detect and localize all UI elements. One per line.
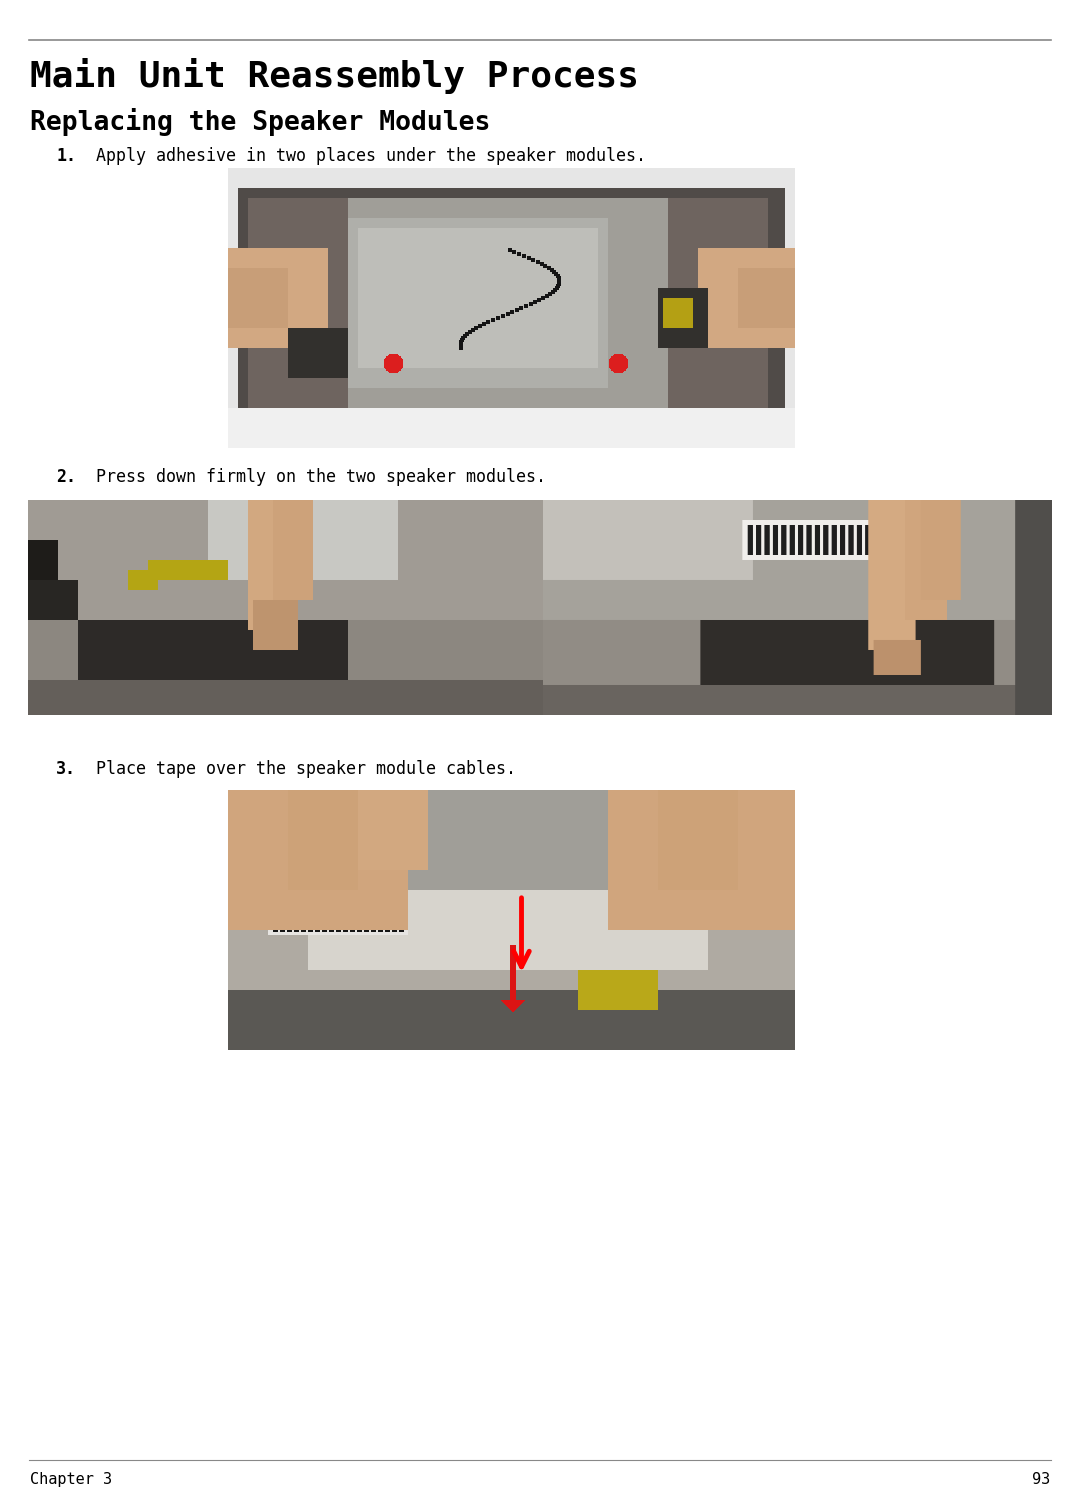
Text: 2.: 2.	[56, 469, 76, 485]
Text: Main Unit Reassembly Process: Main Unit Reassembly Process	[30, 57, 639, 94]
Text: Apply adhesive in two places under the speaker modules.: Apply adhesive in two places under the s…	[96, 147, 646, 165]
Text: 93: 93	[1031, 1473, 1050, 1486]
Text: Place tape over the speaker module cables.: Place tape over the speaker module cable…	[96, 761, 516, 779]
Text: Press down firmly on the two speaker modules.: Press down firmly on the two speaker mod…	[96, 469, 546, 485]
Text: 1.: 1.	[56, 147, 76, 165]
Text: Replacing the Speaker Modules: Replacing the Speaker Modules	[30, 107, 490, 136]
Text: 3.: 3.	[56, 761, 76, 779]
Text: Chapter 3: Chapter 3	[30, 1473, 112, 1486]
